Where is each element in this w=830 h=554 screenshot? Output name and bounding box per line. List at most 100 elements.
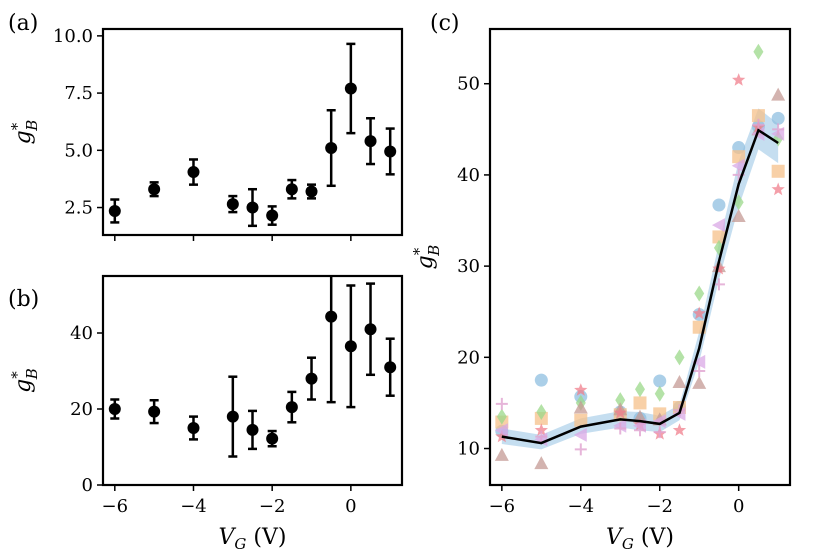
data-point xyxy=(285,401,298,414)
data-point xyxy=(364,135,377,148)
x-axis-label: VG (V) xyxy=(219,525,287,553)
data-point xyxy=(187,166,200,179)
data-point xyxy=(772,123,785,136)
data-point xyxy=(325,142,338,155)
panel-c: (c) −6 −4 −2 0 10 20 30 40 50 g*B VG (V) xyxy=(410,11,792,553)
axes-frame xyxy=(488,27,792,487)
y-tick-label: 30 xyxy=(457,256,480,277)
data-point xyxy=(364,323,377,336)
data-point xyxy=(654,385,665,402)
data-point xyxy=(693,365,706,377)
data-point xyxy=(535,430,548,443)
data-point xyxy=(672,423,687,436)
data-point xyxy=(771,87,786,101)
data-point xyxy=(615,392,626,409)
x-label-base: V xyxy=(606,525,624,550)
data-point xyxy=(633,396,647,410)
data-point xyxy=(496,408,507,425)
x-tick-label: 0 xyxy=(733,496,744,517)
data-point xyxy=(732,73,746,86)
data-point xyxy=(574,413,588,427)
x-axis-label: VG (V) xyxy=(606,525,674,553)
plot-area xyxy=(108,42,397,228)
data-point xyxy=(495,429,509,443)
data-point xyxy=(494,423,508,438)
y-axis-label: g*B xyxy=(410,245,443,270)
y-tick-label: 5.0 xyxy=(64,140,93,161)
data-point xyxy=(266,209,279,222)
data-point xyxy=(344,82,357,95)
axes-frame xyxy=(101,274,404,487)
data-point xyxy=(732,150,746,164)
y-label-base: g xyxy=(11,379,36,393)
x-tick-label: −6 xyxy=(489,496,516,517)
x-tick-label: −2 xyxy=(646,496,673,517)
data-point xyxy=(672,374,687,388)
data-point xyxy=(635,381,645,398)
x-tick-label: −2 xyxy=(259,496,286,517)
x-label-sub: G xyxy=(234,535,246,553)
data-point xyxy=(573,400,588,414)
data-point xyxy=(653,374,667,388)
y-tick-label: 7.5 xyxy=(64,83,93,104)
data-point xyxy=(731,208,746,222)
data-point xyxy=(712,198,726,212)
x-label-unit: (V) xyxy=(246,525,286,550)
data-point xyxy=(495,397,508,410)
data-point xyxy=(536,404,547,421)
y-label-sup: * xyxy=(410,247,428,255)
axes-frame xyxy=(101,27,404,237)
y-tick-label: 50 xyxy=(457,74,480,95)
data-point xyxy=(613,406,627,419)
y-tick-label: 10.0 xyxy=(53,26,93,47)
data-point xyxy=(534,373,548,387)
data-point xyxy=(711,218,725,233)
y-axis-label: g*B xyxy=(8,368,41,393)
data-point xyxy=(694,285,705,302)
panel-b: (b) −6 −4 −2 0 0 20 40 g*B VG (V) xyxy=(8,274,404,553)
data-point xyxy=(148,405,161,418)
data-point xyxy=(634,424,646,437)
mean-line xyxy=(501,128,779,445)
y-label-sub: B xyxy=(23,120,41,132)
data-point xyxy=(108,403,121,415)
series-errorbars xyxy=(108,42,397,228)
data-point xyxy=(305,372,318,385)
confidence-band xyxy=(501,108,779,450)
plot-area xyxy=(108,276,397,458)
data-point xyxy=(573,427,587,442)
data-point xyxy=(751,109,765,123)
x-label-base: V xyxy=(219,525,237,550)
x-tick-label: −4 xyxy=(180,496,207,517)
x-tick-label: −4 xyxy=(568,496,595,517)
data-point xyxy=(574,443,587,456)
series-diamonds xyxy=(496,43,784,425)
data-point xyxy=(771,182,785,196)
data-point xyxy=(692,354,706,369)
y-label-base: g xyxy=(413,255,438,269)
data-point xyxy=(771,164,785,178)
data-point xyxy=(731,158,745,173)
y-tick-label: 10 xyxy=(457,439,480,460)
data-point xyxy=(692,306,706,320)
data-point xyxy=(692,375,707,389)
data-point xyxy=(344,340,357,353)
data-point xyxy=(712,230,726,244)
data-point xyxy=(712,261,726,275)
series-errorbars xyxy=(108,276,397,458)
data-point xyxy=(633,409,647,423)
data-point xyxy=(226,410,239,423)
data-point xyxy=(674,349,685,366)
data-point xyxy=(574,383,588,396)
y-tick-label: 2.5 xyxy=(64,198,93,219)
data-point xyxy=(753,43,764,60)
data-point xyxy=(494,447,509,461)
data-point xyxy=(384,145,397,158)
y-tick-label: 20 xyxy=(457,347,480,368)
x-label-unit: (V) xyxy=(634,525,674,550)
data-point xyxy=(246,423,259,436)
y-tick-label: 40 xyxy=(457,165,480,186)
panel-label: (c) xyxy=(430,11,460,36)
data-point xyxy=(285,183,298,196)
data-point xyxy=(771,111,785,125)
